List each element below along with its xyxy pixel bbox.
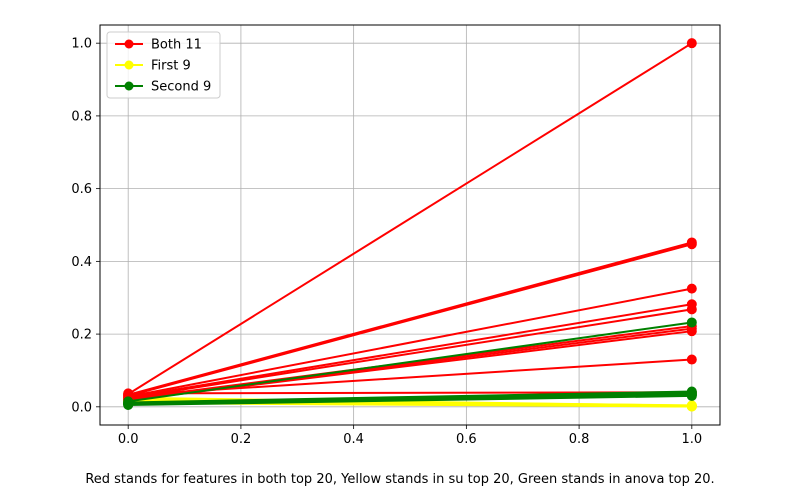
series-line	[127, 287, 693, 398]
legend-item: First 9	[115, 59, 191, 74]
legend-swatch-marker	[124, 81, 134, 91]
series-line	[128, 358, 692, 397]
x-tick-label: 0.6	[456, 432, 477, 447]
data-point	[686, 390, 697, 401]
x-tick-label: 0.0	[118, 432, 139, 447]
data-point	[686, 304, 697, 315]
data-point	[686, 401, 697, 412]
series-line	[128, 321, 692, 403]
legend-label: Second 9	[151, 80, 211, 95]
legend-label: First 9	[151, 59, 191, 74]
y-tick-label: 1.0	[71, 37, 92, 52]
x-tick-label: 0.8	[569, 432, 590, 447]
figure-caption: Red stands for features in both top 20, …	[85, 472, 715, 487]
data-point	[686, 38, 697, 49]
data-point	[686, 317, 697, 328]
y-tick-label: 0.6	[71, 182, 92, 197]
legend-swatch-marker	[124, 60, 134, 70]
series-line-group	[123, 390, 697, 410]
x-tick-label: 0.2	[231, 432, 252, 447]
legend-swatch-marker	[124, 39, 134, 49]
legend: Both 11 First 9 Second 9	[106, 31, 221, 99]
y-tick-label: 0.4	[71, 255, 92, 270]
series-line	[128, 308, 692, 400]
data-point	[123, 400, 134, 410]
series-layer	[123, 38, 697, 412]
series-line	[127, 241, 693, 396]
series-line	[127, 42, 693, 395]
y-tick-label: 0.2	[71, 328, 92, 343]
legend-label: Both 11	[151, 38, 202, 53]
y-tick-label: 0.0	[71, 400, 92, 415]
data-point	[686, 283, 697, 294]
data-point	[686, 239, 697, 250]
legend-item: Both 11	[115, 38, 202, 53]
series-line	[127, 243, 693, 397]
data-point	[686, 354, 697, 365]
legend-box	[106, 31, 221, 99]
legend-item: Second 9	[115, 80, 211, 95]
series-line	[128, 394, 692, 406]
grid-layer	[100, 25, 720, 425]
y-tick-label: 0.8	[71, 109, 92, 124]
plot-frame	[99, 24, 721, 426]
x-tick-label: 1.0	[681, 432, 702, 447]
series-line	[128, 303, 692, 399]
data-point	[686, 326, 697, 337]
tick-layer: 0.0 0.2 0.4 0.6 0.8 1.0 0.0 0.2 0.4 0.6 0.8 1.0	[71, 37, 702, 447]
x-tick-label: 0.4	[343, 432, 364, 447]
